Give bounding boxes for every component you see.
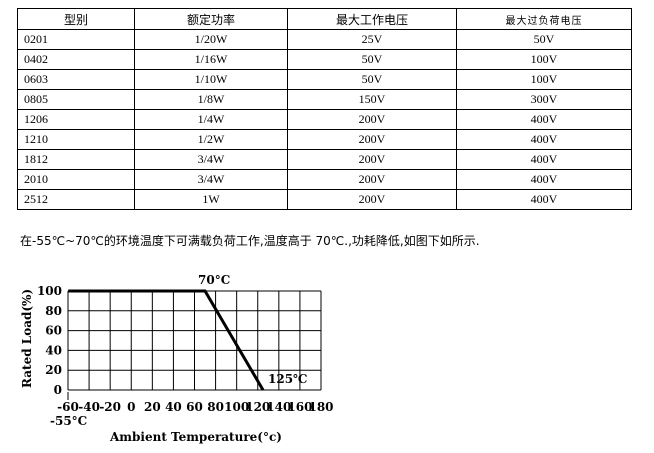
table-row: 2512 1W 200V 400V xyxy=(17,189,632,210)
x-tick-label: -60 xyxy=(57,400,79,414)
x-tick-label: 140 xyxy=(266,400,291,414)
annotation-minus55c: -55°C xyxy=(50,414,87,428)
x-tick-label: 100 xyxy=(224,400,249,414)
x-tick-label: 180 xyxy=(308,400,333,414)
table-cell: 400V xyxy=(456,189,632,210)
table-cell: 1/16W xyxy=(134,49,288,70)
y-tick-label: 80 xyxy=(45,304,62,318)
x-tick-label: 20 xyxy=(144,400,161,414)
y-tick-label: 60 xyxy=(45,324,62,338)
x-axis-title: Ambient Temperature(°c) xyxy=(109,430,282,444)
table-cell: 1812 xyxy=(17,149,135,170)
table-row: 1812 3/4W 200V 400V xyxy=(17,149,632,170)
table-cell: 100V xyxy=(456,69,632,90)
annotation-125c: 125℃ xyxy=(268,372,307,386)
y-tick-label: 100 xyxy=(37,284,62,298)
table-row: 1210 1/2W 200V 400V xyxy=(17,129,632,150)
table-cell: 200V xyxy=(287,149,457,170)
table-cell: 400V xyxy=(456,169,632,190)
derating-note: 在-55℃~70℃的环境温度下可满载负荷工作,温度高于 70℃.,功耗降低,如图… xyxy=(20,234,480,248)
y-tick-label: 40 xyxy=(45,343,62,357)
x-tick-label: 160 xyxy=(287,400,312,414)
x-tick-label: 120 xyxy=(245,400,270,414)
table-cell: 1/8W xyxy=(134,89,288,110)
table-cell: 2512 xyxy=(17,189,135,210)
table-cell: 0805 xyxy=(17,89,135,110)
table-cell: 1W xyxy=(134,189,288,210)
x-tick-label: 60 xyxy=(186,400,203,414)
x-tick-label: 80 xyxy=(207,400,224,414)
table-cell: 200V xyxy=(287,189,457,210)
derating-curve xyxy=(68,289,265,391)
table-cell: 1210 xyxy=(17,129,135,150)
annotation-70c: 70°C xyxy=(198,273,230,287)
x-tick-label: -40 xyxy=(78,400,100,414)
resistor-spec-table: 型别 额定功率 最大工作电压 最大过负荷电压 0201 1/20W 25V 50V 0402 1… xyxy=(17,8,632,210)
x-tick-label: -20 xyxy=(99,400,121,414)
y-tick-label: 0 xyxy=(54,383,62,397)
table-row: 0402 1/16W 50V 100V xyxy=(17,49,632,70)
table-row: 1206 1/4W 200V 400V xyxy=(17,109,632,130)
x-tick-label: 40 xyxy=(165,400,182,414)
table-row: 2010 3/4W 200V 400V xyxy=(17,169,632,190)
x-tick-label: 0 xyxy=(127,400,135,414)
y-tick-label: 20 xyxy=(45,363,62,377)
y-axis-title: Rated Load(%) xyxy=(20,289,34,388)
